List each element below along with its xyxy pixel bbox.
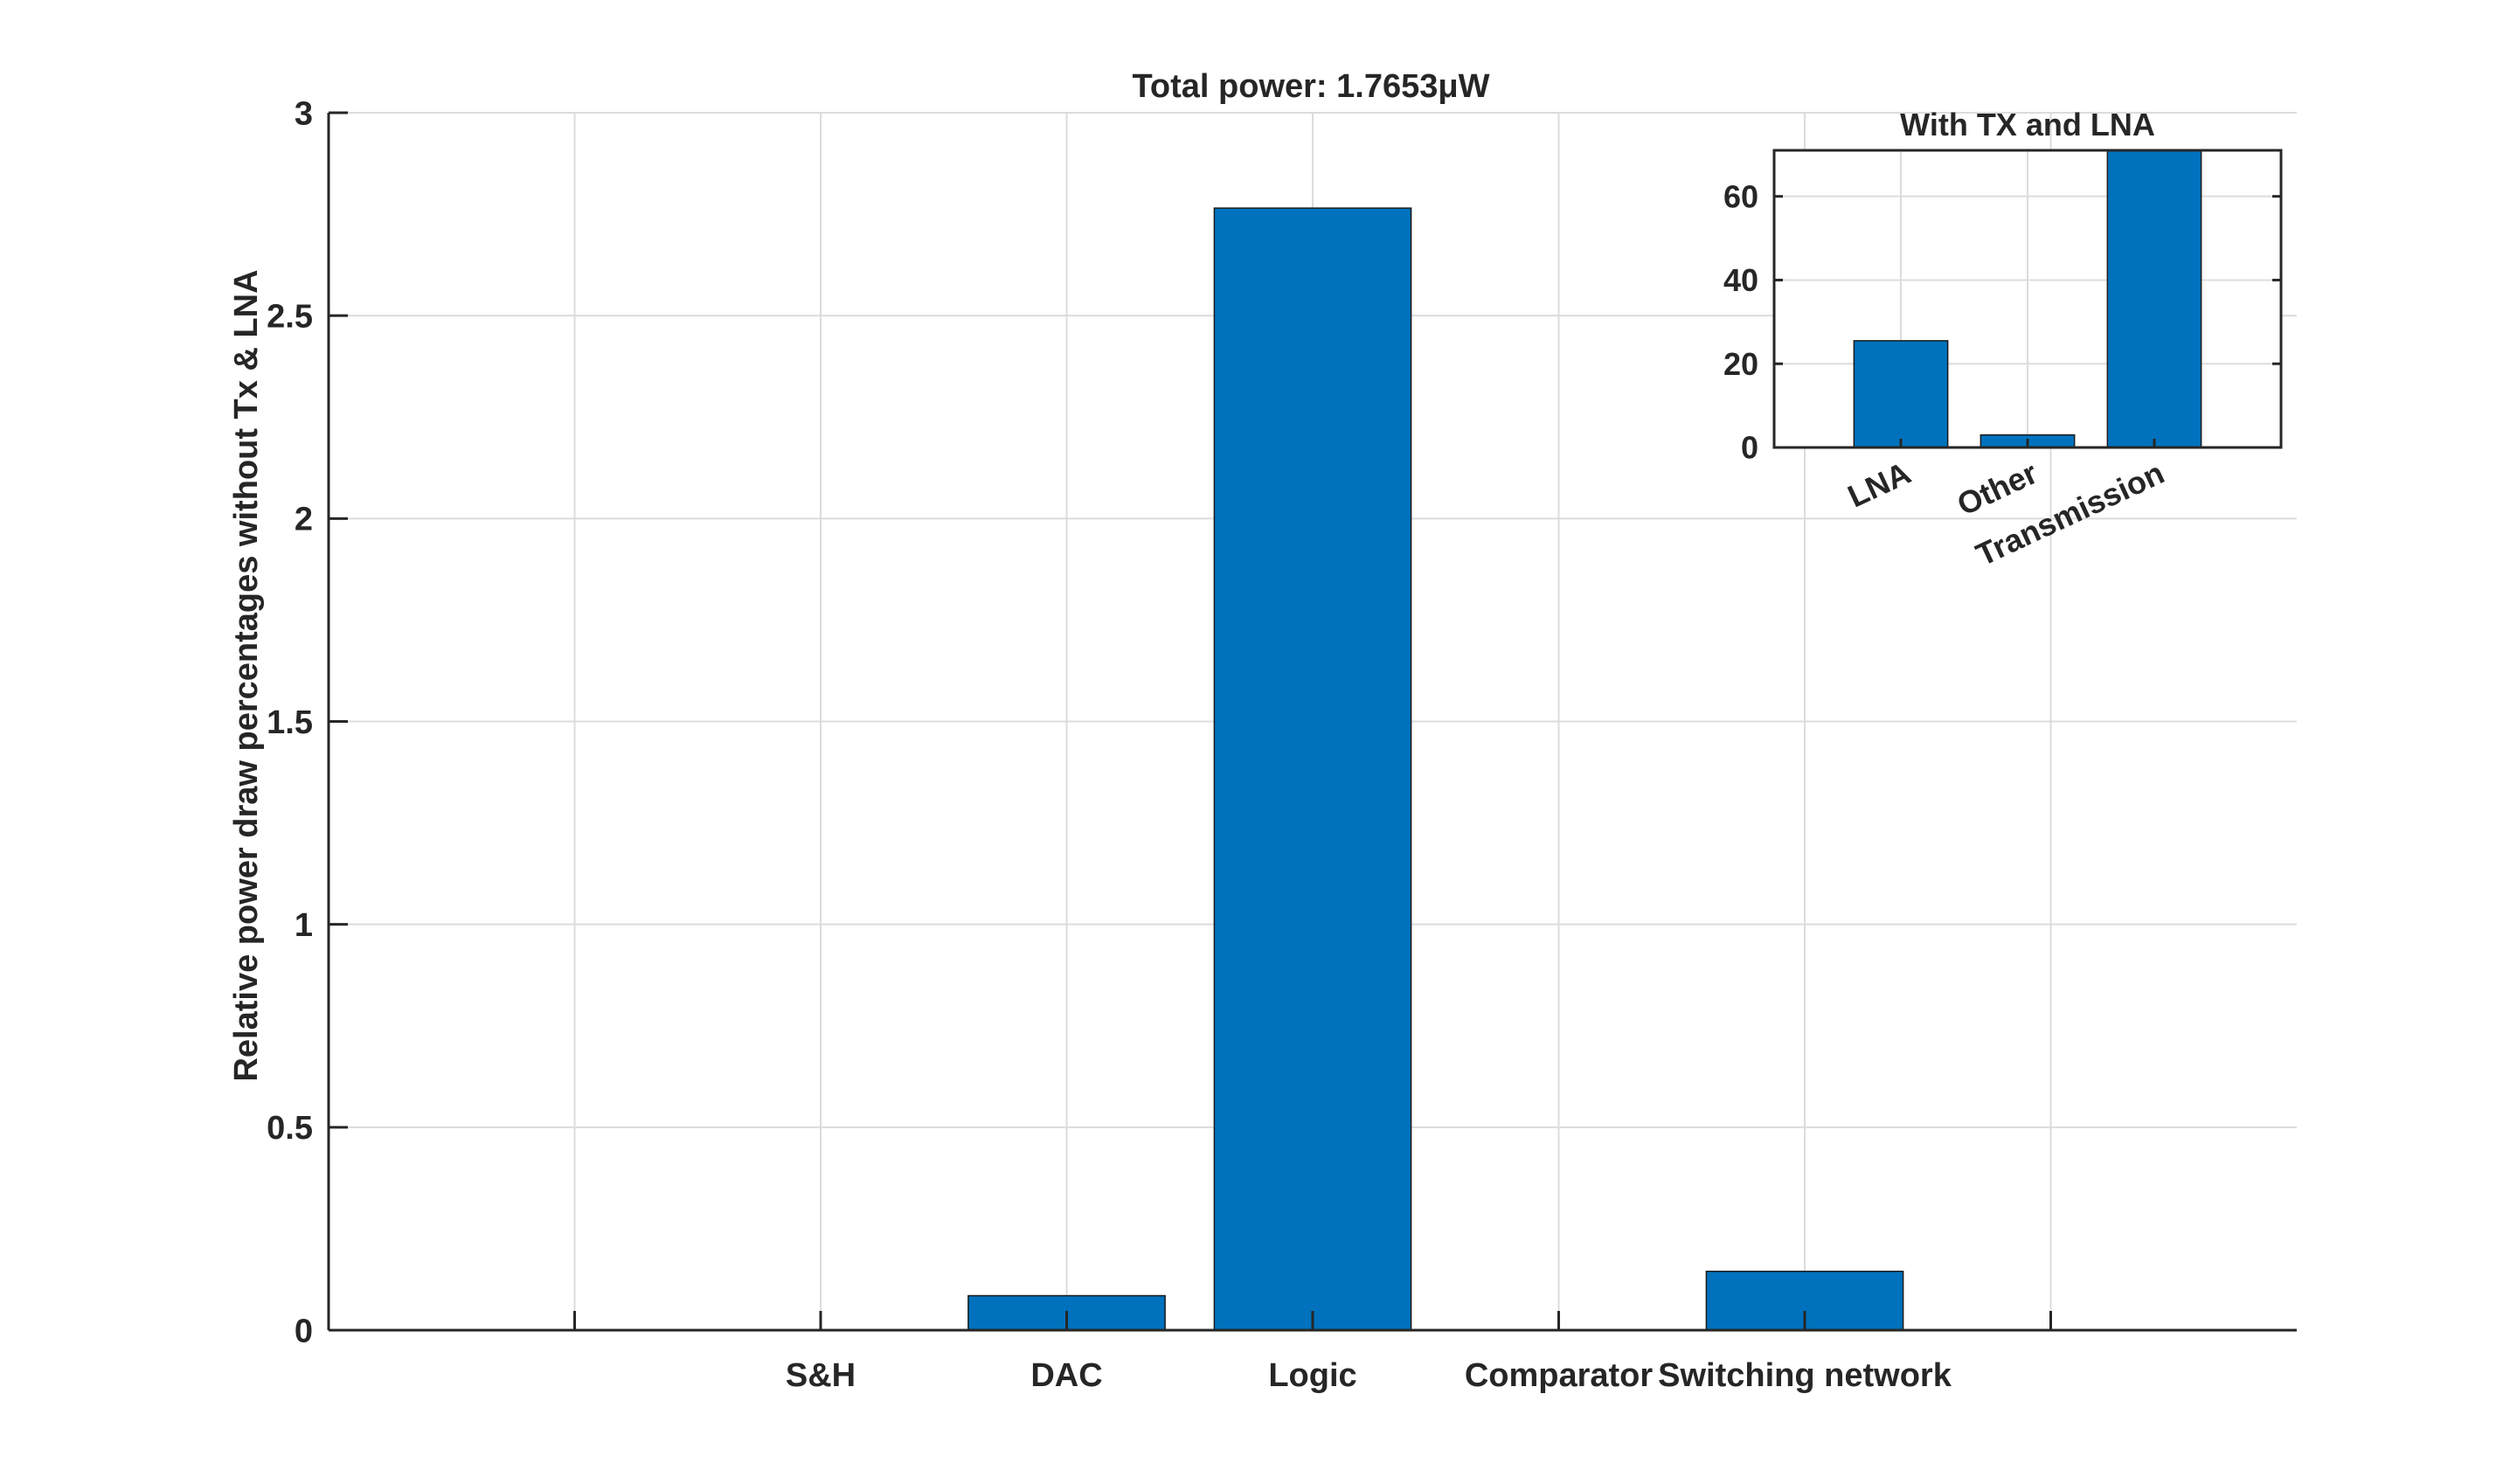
x-tick-label-logic: Logic [1268, 1357, 1356, 1394]
bar-lna [1853, 340, 1949, 448]
y-tick-label: 0 [295, 1313, 313, 1349]
y-tick-label: 60 [1723, 178, 1758, 214]
x-tick-label-switching-network: Switching network [1658, 1357, 1952, 1394]
y-tick-label: 20 [1723, 346, 1758, 382]
inset-bars [1853, 149, 2202, 448]
main-y-tick-labels: 0 0.5 1 1.5 2 2.5 3 [267, 95, 313, 1349]
x-tick-label-dac: DAC [1030, 1357, 1102, 1394]
y-tick-label: 2.5 [267, 298, 313, 335]
y-tick-label: 3 [295, 95, 313, 132]
y-tick-label: 1 [295, 907, 313, 944]
main-y-axis-label: Relative power draw percentages without … [228, 269, 265, 1081]
main-x-tick-labels: S&H DAC Logic Comparator Switching network [786, 1357, 1952, 1394]
inset-axes [1772, 149, 2283, 449]
main-chart-title: Total power: 1.7653μW [1133, 68, 1490, 105]
x-tick-label-comparator: Comparator [1465, 1357, 1654, 1394]
y-tick-label: 1.5 [267, 704, 313, 741]
y-tick-label: 2 [295, 502, 313, 538]
y-tick-label: 0 [1741, 430, 1758, 466]
bar-transmission [2106, 149, 2202, 448]
bar-logic [1213, 207, 1412, 1331]
inset-y-tick-labels: 0 20 40 60 [1723, 178, 1758, 465]
main-chart: 0 0.5 1 1.5 2 2.5 3 S&H DAC Logic Comparator Switc… [228, 68, 2297, 1394]
y-tick-label: 40 [1723, 262, 1758, 298]
x-tick-label-s-h: S&H [786, 1357, 856, 1394]
inset-chart-title: With TX and LNA [1900, 107, 2155, 142]
main-axes [327, 111, 2297, 1332]
y-tick-label: 0.5 [267, 1110, 313, 1147]
main-bars [967, 207, 1904, 1331]
